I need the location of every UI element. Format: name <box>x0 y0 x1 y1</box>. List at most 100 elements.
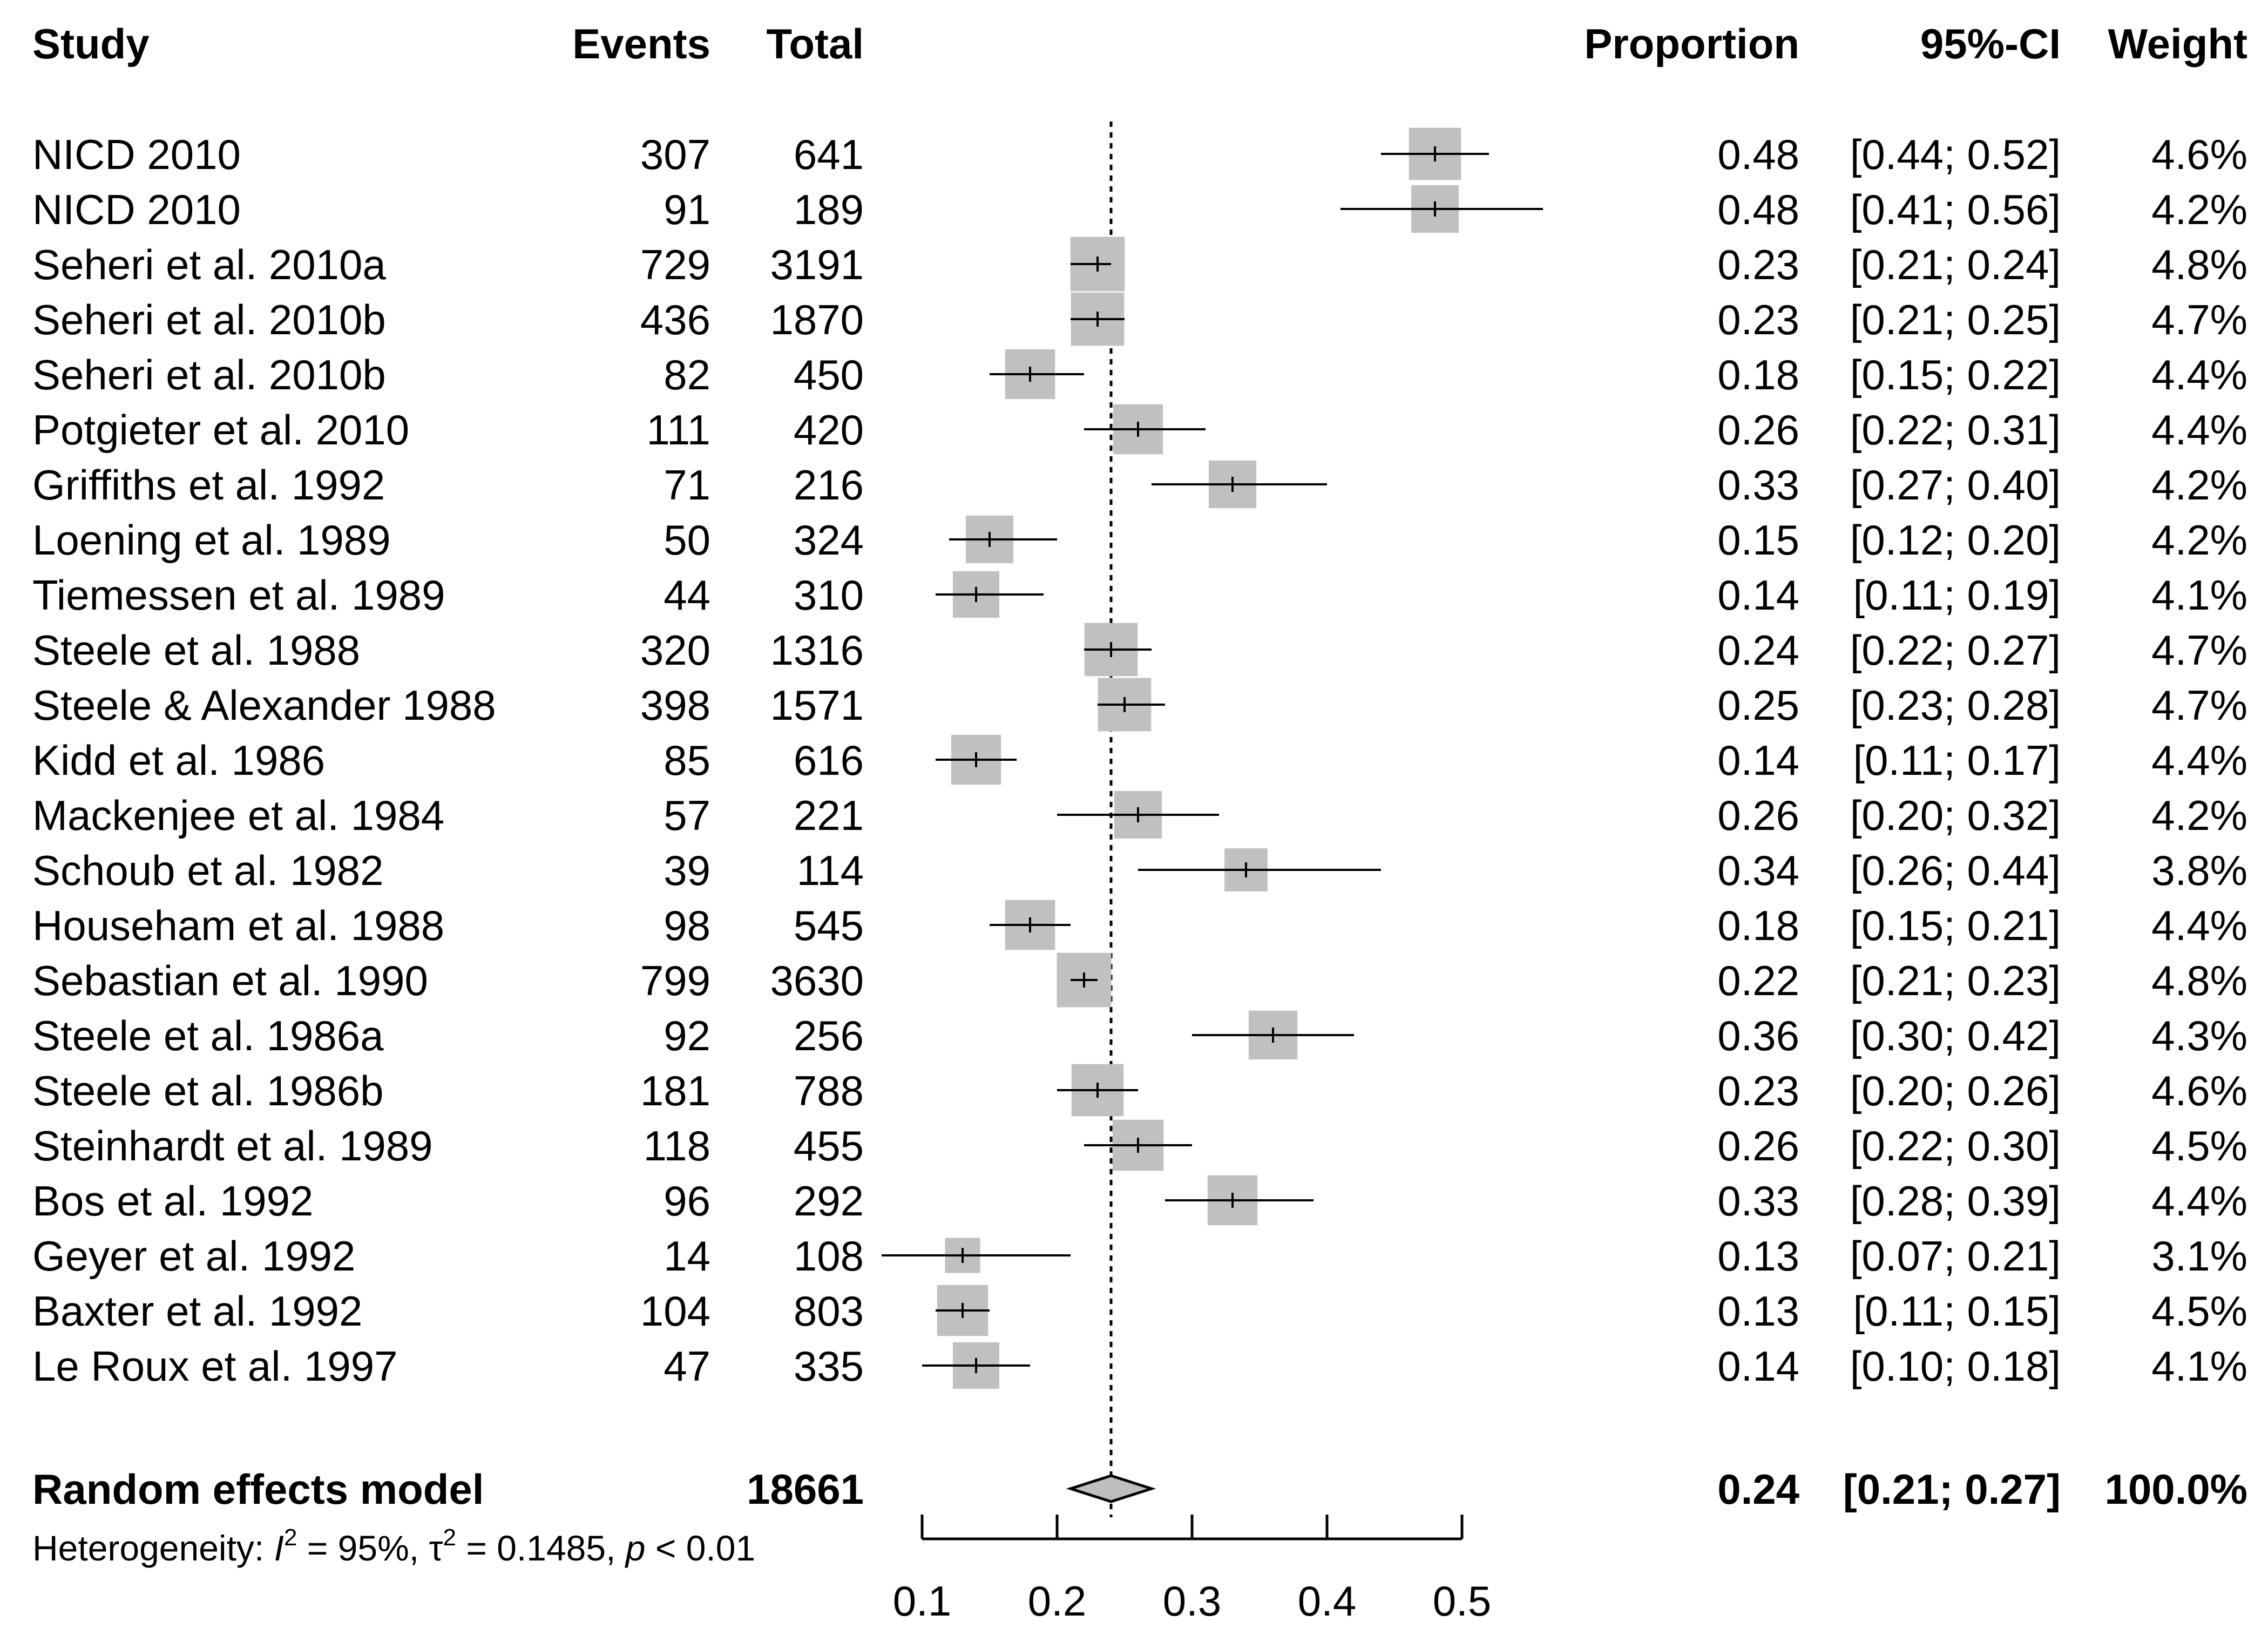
study-row: Mackenjee et al. 1984 57 221 0.26 [0.20; 0.3… <box>32 790 2247 839</box>
study-name: Steele et al. 1986a <box>32 1012 384 1059</box>
study-proportion: 0.23 <box>1717 1067 1799 1114</box>
study-name: Househam et al. 1988 <box>32 902 444 949</box>
study-name: Sebastian et al. 1990 <box>32 957 428 1004</box>
study-total: 1571 <box>770 681 864 729</box>
study-ci: [0.12; 0.20] <box>1850 516 2061 564</box>
study-rows: NICD 2010 307 641 0.48 [0.44; 0.52] 4.6%NICD … <box>32 127 2247 1390</box>
het-p-value: < 0.01 <box>645 1528 755 1568</box>
study-row: Steele & Alexander 1988 398 1571 0.25 [0.23;… <box>32 678 2247 732</box>
study-events: 320 <box>640 626 710 674</box>
study-ci: [0.22; 0.31] <box>1850 406 2061 454</box>
summary-ci: [0.21; 0.27] <box>1843 1465 2061 1513</box>
study-ci: [0.15; 0.22] <box>1850 351 2061 398</box>
study-ci: [0.11; 0.15] <box>1853 1287 2061 1335</box>
study-weight: 4.4% <box>2151 406 2247 454</box>
study-row: Steinhardt et al. 1989 118 455 0.26 [0.22; 0… <box>32 1119 2247 1171</box>
study-name: NICD 2010 <box>32 131 241 178</box>
study-weight: 4.4% <box>2151 1177 2247 1225</box>
study-row: Seheri et al. 2010b 82 450 0.18 [0.15; 0.22]… <box>32 349 2247 400</box>
study-row: Steele et al. 1986a 92 256 0.36 [0.30; 0.42]… <box>32 1010 2247 1060</box>
study-ci: [0.22; 0.27] <box>1850 626 2061 674</box>
study-events: 118 <box>644 1122 710 1170</box>
study-total: 216 <box>794 461 864 509</box>
study-proportion: 0.26 <box>1717 792 1799 839</box>
study-row: Loening et al. 1989 50 324 0.15 [0.12; 0.20]… <box>32 515 2247 564</box>
study-ci: [0.11; 0.17] <box>1853 736 2061 784</box>
study-total: 324 <box>794 516 864 564</box>
study-name: Seheri et al. 2010b <box>32 351 386 398</box>
study-proportion: 0.26 <box>1717 406 1799 454</box>
study-ci: [0.10; 0.18] <box>1850 1342 2061 1390</box>
study-name: Baxter et al. 1992 <box>32 1287 362 1335</box>
study-name: NICD 2010 <box>32 186 241 233</box>
x-axis-tick-label: 0.2 <box>1028 1577 1086 1625</box>
study-events: 96 <box>664 1177 710 1225</box>
study-row: Potgieter et al. 2010 111 420 0.26 [0.22; 0.… <box>32 404 2247 455</box>
study-name: Kidd et al. 1986 <box>32 736 325 784</box>
study-proportion: 0.33 <box>1717 1177 1799 1225</box>
study-ci: [0.28; 0.39] <box>1850 1177 2061 1225</box>
study-proportion: 0.14 <box>1717 1342 1799 1390</box>
study-proportion: 0.15 <box>1717 516 1799 564</box>
study-proportion: 0.14 <box>1717 736 1799 784</box>
study-name: Potgieter et al. 2010 <box>32 406 409 454</box>
study-events: 436 <box>640 296 710 343</box>
summary-weight: 100.0% <box>2104 1465 2247 1513</box>
study-name: Steinhardt et al. 1989 <box>32 1122 433 1170</box>
study-proportion: 0.13 <box>1717 1232 1799 1280</box>
study-events: 14 <box>664 1232 710 1280</box>
study-row: Sebastian et al. 1990 799 3630 0.22 [0.21; 0… <box>32 952 2247 1008</box>
study-weight: 4.5% <box>2151 1122 2247 1170</box>
study-name: Seheri et al. 2010b <box>32 296 386 343</box>
study-ci: [0.20; 0.26] <box>1850 1067 2061 1114</box>
study-weight: 4.8% <box>2151 241 2247 288</box>
study-proportion: 0.33 <box>1717 461 1799 509</box>
study-total: 256 <box>794 1012 864 1059</box>
study-total: 803 <box>794 1287 864 1335</box>
summary-row: Random effects model 18661 0.24 [0.21; 0… <box>32 1465 2247 1513</box>
het-i2-value: = 95%, <box>297 1528 429 1568</box>
study-row: Tiemessen et al. 1989 44 310 0.14 [0.11; 0.1… <box>32 571 2247 619</box>
study-events: 729 <box>640 241 710 288</box>
study-events: 104 <box>640 1287 710 1335</box>
study-ci: [0.20; 0.32] <box>1850 792 2061 839</box>
study-row: Geyer et al. 1992 14 108 0.13 [0.07; 0.21] 3.… <box>32 1232 2247 1280</box>
study-name: Griffiths et al. 1992 <box>32 461 385 509</box>
het-tau-value: = 0.1485, <box>456 1528 626 1568</box>
header-weight: Weight <box>2108 20 2247 67</box>
study-row: Steele et al. 1988 320 1316 0.24 [0.22; 0.27… <box>32 623 2247 677</box>
study-events: 44 <box>664 571 710 619</box>
study-events: 799 <box>640 957 710 1004</box>
study-ci: [0.26; 0.44] <box>1850 847 2061 894</box>
het-tau-sup: 2 <box>443 1524 456 1551</box>
header-events: Events <box>572 20 710 67</box>
study-total: 641 <box>794 131 864 178</box>
study-ci: [0.07; 0.21] <box>1850 1232 2061 1280</box>
study-weight: 4.1% <box>2151 1342 2247 1390</box>
study-row: Bos et al. 1992 96 292 0.33 [0.28; 0.39] 4.4% <box>32 1175 2247 1226</box>
study-weight: 4.2% <box>2151 516 2247 564</box>
x-axis-tick-label: 0.3 <box>1163 1577 1221 1625</box>
x-axis-tick-label: 0.1 <box>893 1577 951 1625</box>
study-proportion: 0.36 <box>1717 1012 1799 1059</box>
study-proportion: 0.24 <box>1717 626 1799 674</box>
study-weight: 3.1% <box>2151 1232 2247 1280</box>
study-proportion: 0.23 <box>1717 241 1799 288</box>
x-axis: 0.1 0.2 0.3 0.4 0.5 <box>893 1515 1491 1625</box>
study-weight: 4.7% <box>2151 626 2247 674</box>
study-events: 92 <box>664 1012 710 1059</box>
study-ci: [0.30; 0.42] <box>1850 1012 2061 1059</box>
study-events: 91 <box>664 186 710 233</box>
study-name: Loening et al. 1989 <box>32 516 391 564</box>
study-proportion: 0.25 <box>1717 681 1799 729</box>
study-row: Griffiths et al. 1992 71 216 0.33 [0.27; 0.4… <box>32 460 2247 509</box>
het-i2-symbol: I <box>274 1528 284 1568</box>
study-weight: 3.8% <box>2151 847 2247 894</box>
study-proportion: 0.48 <box>1717 186 1799 233</box>
study-name: Geyer et al. 1992 <box>32 1232 355 1280</box>
study-weight: 4.7% <box>2151 296 2247 343</box>
study-weight: 4.2% <box>2151 461 2247 509</box>
study-weight: 4.7% <box>2151 681 2247 729</box>
column-headers: Study Events Total Proportion 95%-CI Wei… <box>32 20 2247 67</box>
